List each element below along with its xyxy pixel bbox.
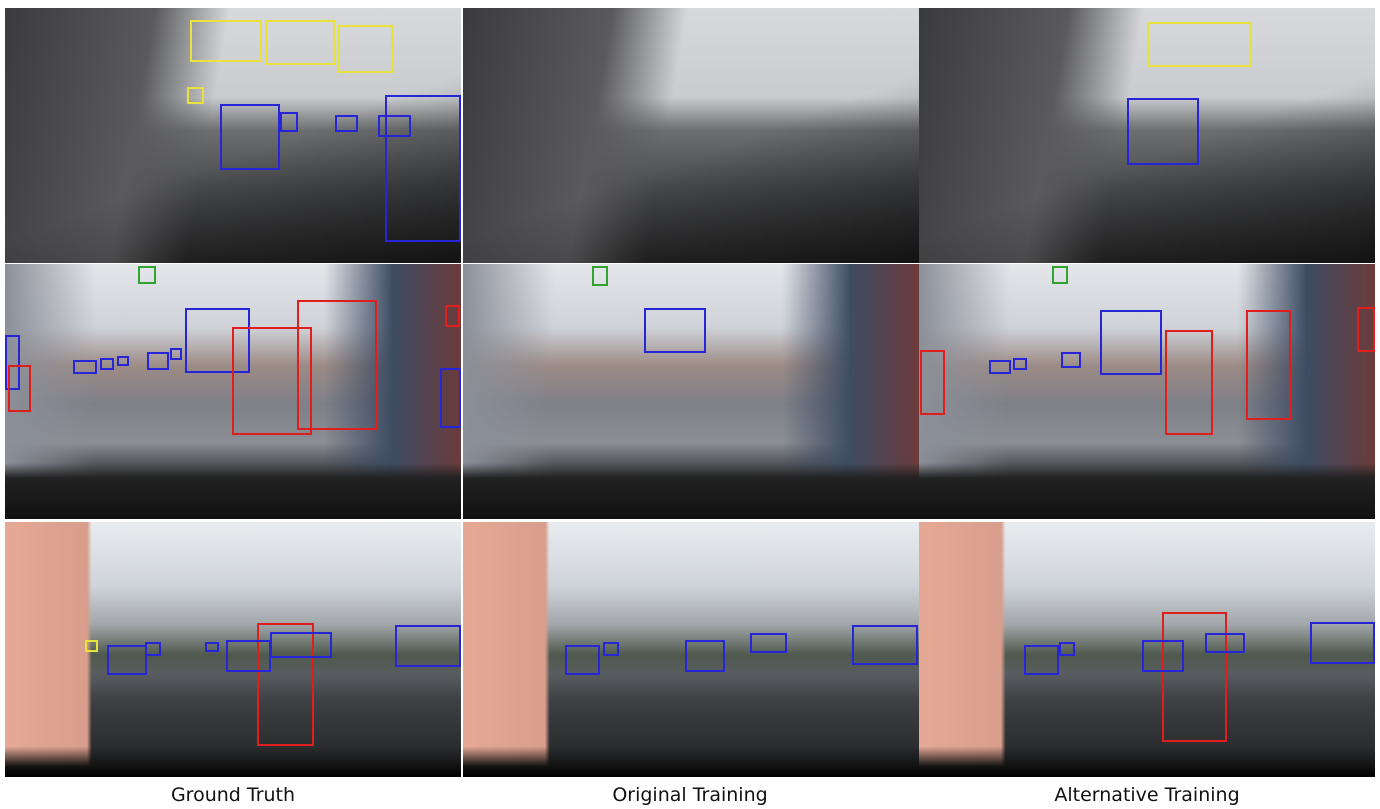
bounding-box (205, 642, 219, 652)
bounding-box (1147, 22, 1252, 67)
bounding-box (1024, 645, 1059, 675)
bounding-box (385, 95, 461, 242)
bounding-box (565, 645, 600, 675)
bounding-box (440, 368, 461, 428)
bounding-box (100, 358, 114, 370)
bounding-box (920, 350, 945, 415)
bounding-box (170, 348, 182, 360)
caption: Alternative Training (1054, 784, 1240, 806)
bounding-box (232, 327, 312, 435)
bounding-box (395, 625, 461, 667)
bounding-box (265, 20, 335, 65)
photo-panel (463, 522, 919, 777)
bounding-box (750, 633, 787, 653)
bounding-box (1127, 98, 1199, 165)
bounding-box (220, 104, 280, 170)
bounding-box (378, 115, 411, 137)
bounding-box (1162, 612, 1227, 742)
bounding-box (603, 642, 619, 656)
bounding-box (226, 640, 271, 672)
bounding-box (338, 25, 393, 73)
bounding-box (445, 305, 460, 327)
bounding-box (1059, 642, 1075, 656)
bounding-box (107, 645, 147, 675)
bounding-box (335, 115, 358, 132)
bounding-box (1061, 352, 1081, 368)
bounding-box (1357, 307, 1375, 352)
bounding-box (8, 365, 31, 412)
bounding-box (145, 642, 161, 656)
photo-panel (5, 522, 461, 777)
photo-panel (5, 264, 461, 519)
bounding-box (1165, 330, 1213, 435)
bounding-box (85, 640, 98, 652)
bounding-box (592, 266, 608, 286)
bounding-box (73, 360, 97, 374)
bounding-box (989, 360, 1011, 374)
bounding-box (1052, 266, 1068, 284)
bounding-box (190, 20, 262, 62)
bounding-box (685, 640, 725, 672)
bounding-box (1142, 640, 1184, 672)
bounding-box (297, 300, 377, 430)
bounding-box (280, 112, 298, 132)
bounding-box (187, 87, 204, 104)
bounding-box (257, 623, 314, 746)
photo-panel (919, 264, 1375, 519)
bounding-box (185, 308, 250, 373)
bounding-box (1310, 622, 1375, 664)
bounding-box (1100, 310, 1162, 375)
photo-panel (5, 8, 461, 263)
bounding-box (117, 356, 129, 366)
bounding-box (270, 632, 332, 658)
photo-panel (919, 8, 1375, 263)
bounding-box (1205, 633, 1245, 653)
bounding-box (644, 308, 706, 353)
bounding-box (138, 266, 156, 284)
photo-panel (463, 264, 919, 519)
caption: Original Training (612, 784, 768, 806)
bounding-box (5, 335, 20, 390)
photo-panel (919, 522, 1375, 777)
bounding-box (1246, 310, 1291, 420)
photo-panel (463, 8, 919, 263)
caption: Ground Truth (170, 784, 296, 806)
bounding-box (1013, 358, 1027, 370)
bounding-box (852, 625, 918, 665)
bounding-box (147, 352, 169, 370)
